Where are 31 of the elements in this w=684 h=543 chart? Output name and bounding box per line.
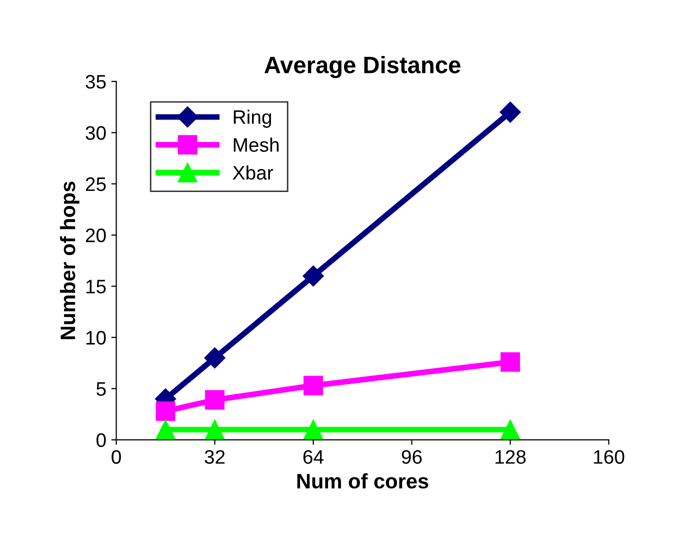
x-tick-label: 128 [496,450,526,464]
point [500,352,520,372]
x-tick-label: 64 [303,450,324,464]
point [156,420,176,440]
point [500,102,521,123]
y-tick-label: 10 [86,330,106,345]
y-tick-label: 35 [86,74,106,89]
point [304,376,323,396]
chart-title: Average Distance [264,56,460,78]
legend-label: Ring [234,110,272,128]
point [302,265,324,287]
y-axis-title: Number of hops [60,182,80,340]
point [204,347,226,368]
point [205,420,224,440]
y-tick-label: 20 [86,228,106,242]
y-tick-label: 0 [96,433,106,448]
x-axis-title: Num of cores [297,473,428,489]
y-tick-label: 5 [96,382,106,396]
y-tick-label: 15 [86,280,106,294]
point [156,401,176,421]
x-tick-label: 160 [594,450,624,464]
y-tick-label: 25 [86,177,106,192]
legend-label: Mesh [234,138,279,152]
point [205,390,224,410]
legend-label: Xbar [232,165,274,180]
y-tick-label: 30 [86,126,106,140]
x-tick-label: 0 [112,450,121,464]
x-tick-label: 96 [402,450,422,464]
x-tick-label: 32 [204,450,225,464]
point [304,420,323,440]
point [500,420,520,440]
